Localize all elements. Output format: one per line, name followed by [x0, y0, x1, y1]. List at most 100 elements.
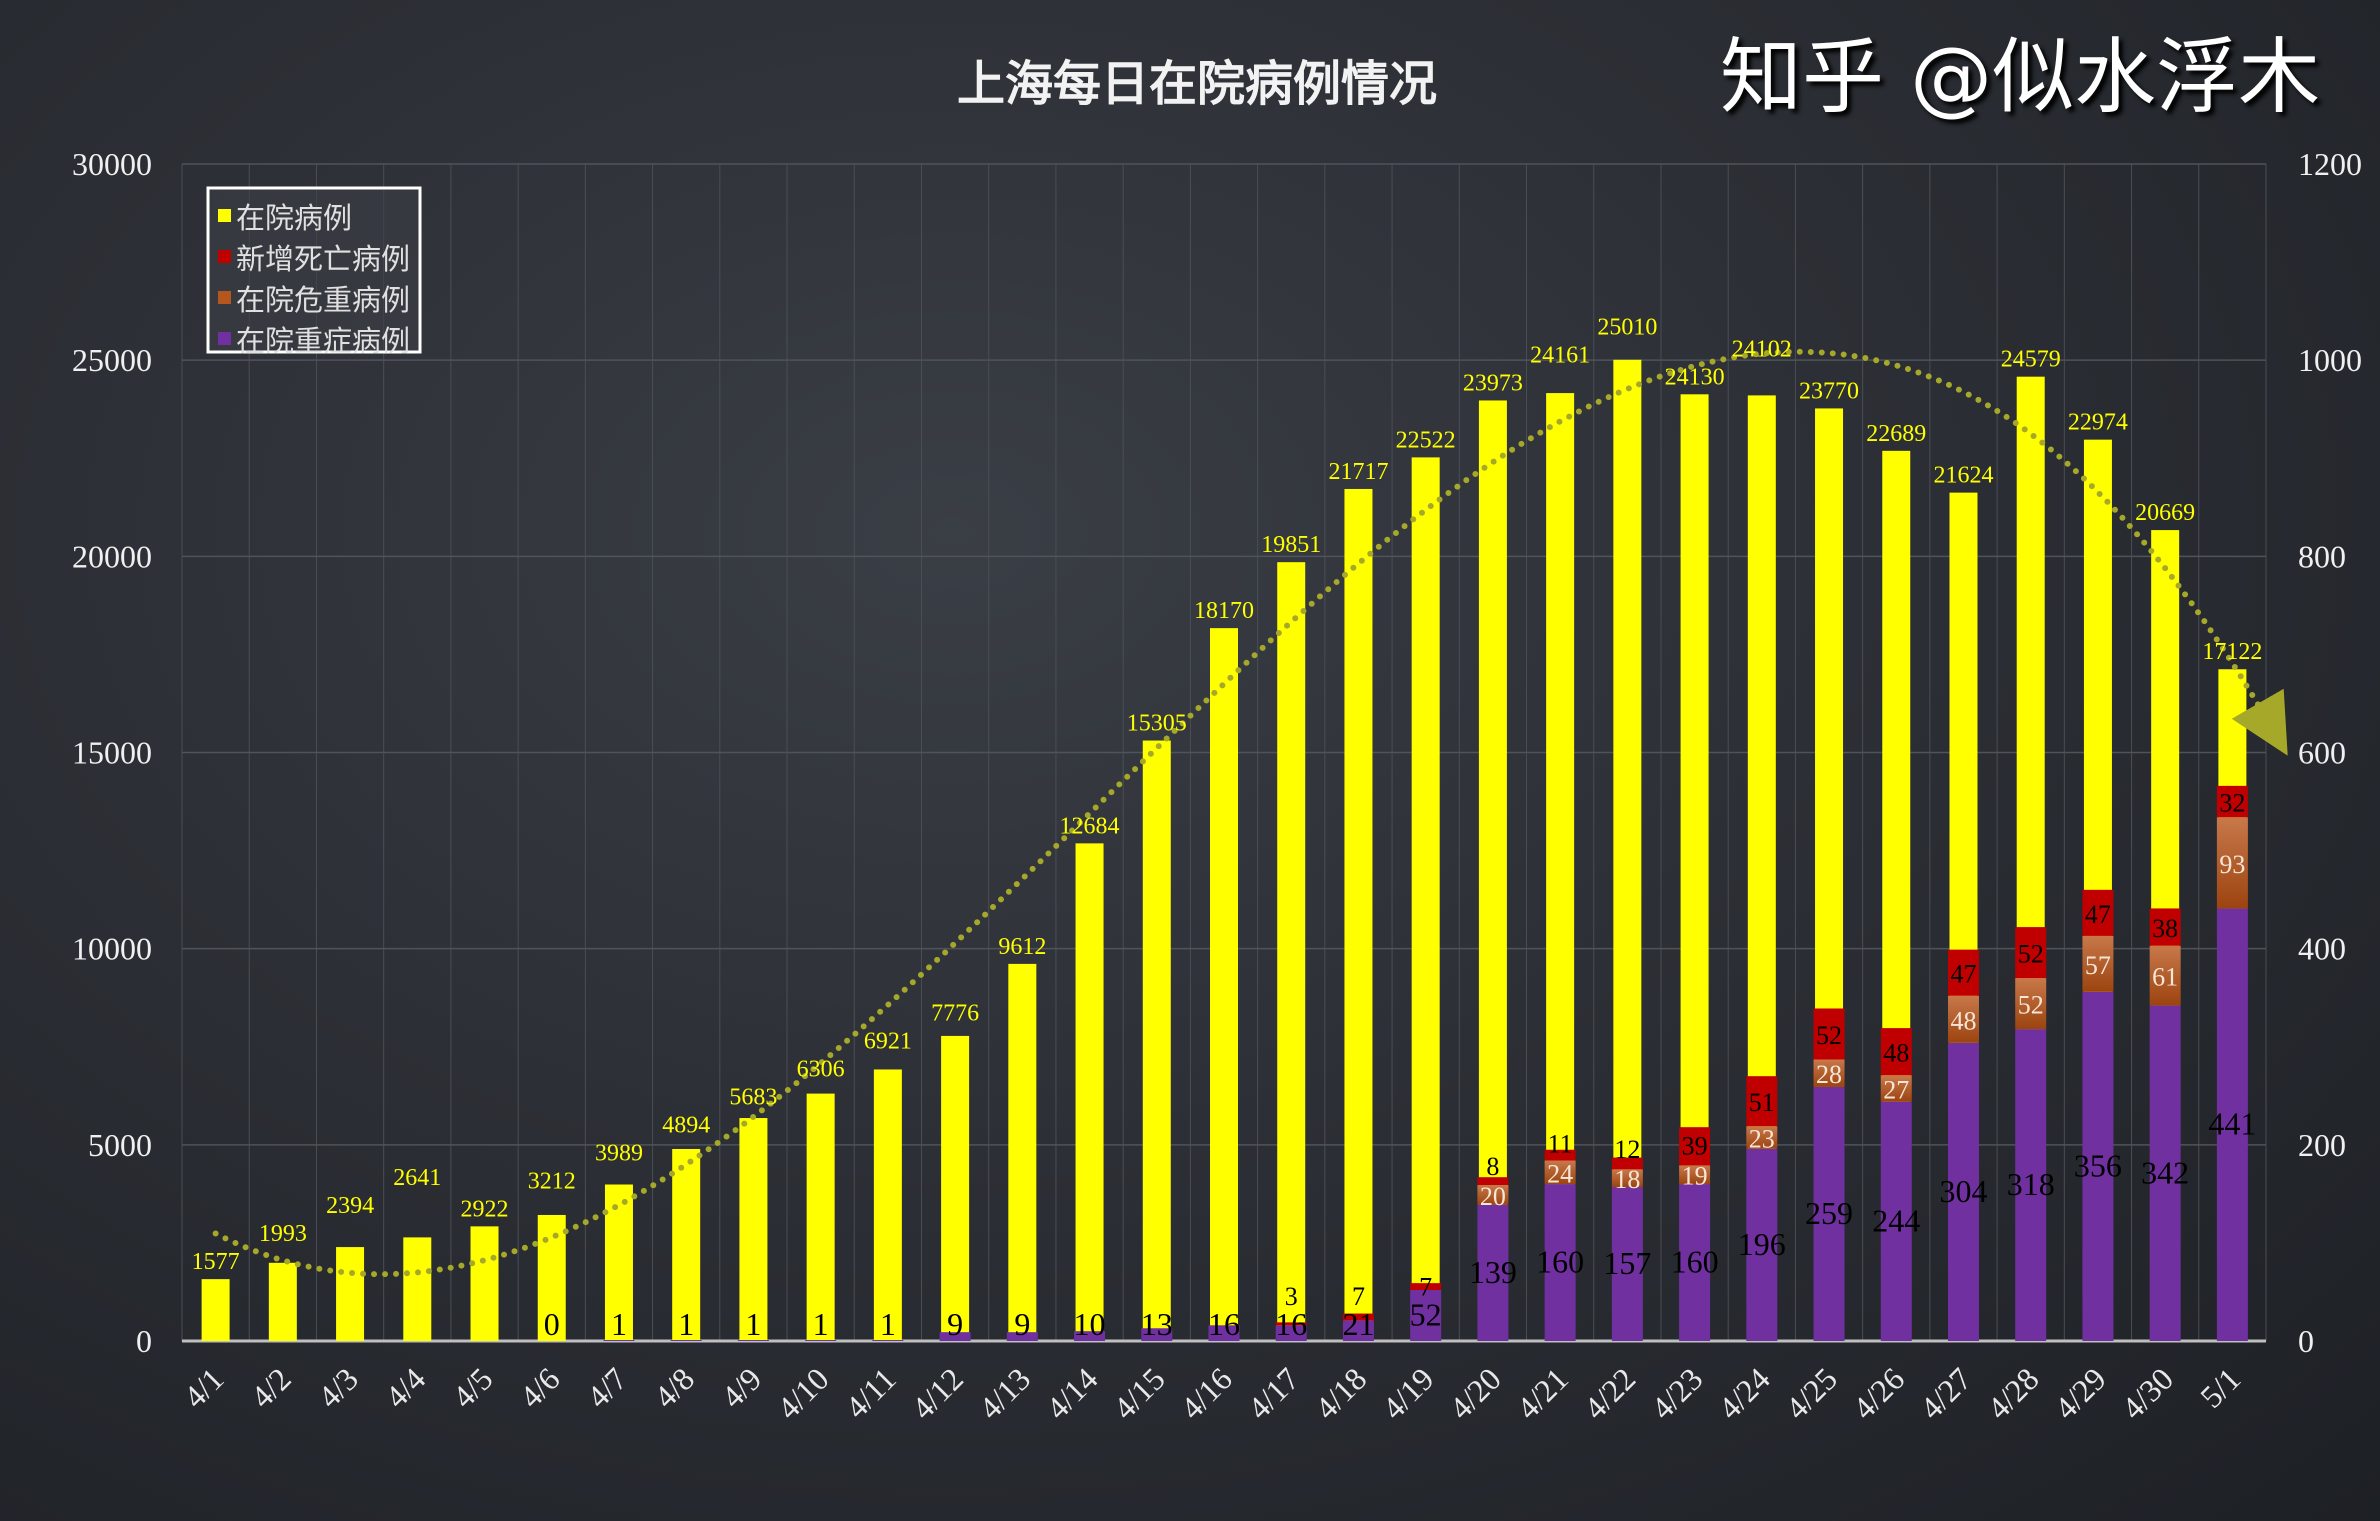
- label-inpatient: 25010: [1597, 314, 1657, 340]
- legend-swatch: [218, 209, 231, 222]
- bar-death: [1477, 1177, 1509, 1186]
- label-inpatient: 6921: [864, 1028, 912, 1054]
- bar-severe: [2015, 1029, 2047, 1341]
- label-severe: 139: [1469, 1254, 1517, 1290]
- label-severe: 21: [1342, 1306, 1374, 1342]
- label-inpatient: 1993: [259, 1221, 307, 1247]
- label-death: 32: [2219, 789, 2245, 818]
- bar-critical: [1477, 1185, 1509, 1205]
- label-critical: 28: [1816, 1060, 1842, 1089]
- label-severe: 1: [813, 1306, 829, 1342]
- label-critical: 18: [1614, 1165, 1640, 1194]
- bar-critical: [2015, 978, 2047, 1030]
- bar-severe: [603, 1340, 635, 1341]
- x-tick-label: 4/20: [1442, 1360, 1508, 1426]
- bar-severe: [1410, 1289, 1442, 1341]
- y-right-tick-label: 400: [2298, 931, 2346, 967]
- label-inpatient: 23973: [1463, 370, 1523, 396]
- y-right-tick-label: 0: [2298, 1323, 2314, 1359]
- bar-severe: [1477, 1204, 1509, 1341]
- x-tick-label: 4/9: [714, 1360, 768, 1414]
- x-tick-label: 4/4: [378, 1360, 432, 1414]
- label-severe: 259: [1805, 1195, 1853, 1231]
- legend-box: [206, 186, 422, 354]
- bar-critical: [2216, 817, 2248, 909]
- x-tick-label: 4/26: [1846, 1360, 1912, 1426]
- label-inpatient: 17122: [2202, 639, 2262, 665]
- label-death: 38: [2152, 914, 2178, 943]
- x-tick-label: 4/22: [1577, 1360, 1643, 1426]
- bar-critical: [2082, 935, 2114, 992]
- bar-death: [1410, 1283, 1442, 1290]
- bar-critical: [1880, 1075, 1912, 1102]
- bar-death: [2216, 785, 2248, 818]
- label-inpatient: 24579: [2001, 347, 2061, 373]
- x-tick-label: 4/8: [647, 1360, 701, 1414]
- bar-severe: [1275, 1325, 1307, 1341]
- bar-severe: [737, 1340, 769, 1341]
- bar-inpatient: [604, 1184, 633, 1341]
- label-inpatient: 4894: [662, 1112, 710, 1138]
- label-death: 12: [1614, 1135, 1640, 1164]
- bar-severe: [1611, 1187, 1643, 1341]
- legend-item: 新增死亡病例: [236, 243, 410, 276]
- label-critical: 19: [1682, 1162, 1708, 1191]
- label-inpatient: 23770: [1799, 378, 1859, 404]
- bar-inpatient: [1344, 488, 1373, 1341]
- y-left-tick-label: 25000: [72, 342, 152, 378]
- bar-critical: [1746, 1126, 1778, 1149]
- bar-death: [1275, 1322, 1307, 1326]
- label-severe: 1: [611, 1306, 627, 1342]
- bar-death: [2015, 927, 2047, 979]
- bar-severe: [1880, 1101, 1912, 1341]
- bar-critical: [1544, 1160, 1576, 1185]
- label-critical: 20: [1480, 1182, 1506, 1211]
- label-severe: 196: [1738, 1226, 1786, 1262]
- label-death: 39: [1682, 1132, 1708, 1161]
- x-tick-label: 4/30: [2114, 1360, 2180, 1426]
- y-right-tick-label: 1200: [2298, 146, 2362, 182]
- y-left-tick-label: 5000: [88, 1127, 152, 1163]
- bar-death: [1611, 1157, 1643, 1170]
- label-inpatient: 24130: [1665, 364, 1725, 390]
- bar-inpatient: [470, 1226, 499, 1341]
- y-right-tick-label: 200: [2298, 1127, 2346, 1163]
- bar-severe: [1006, 1332, 1038, 1341]
- label-inpatient: 5683: [729, 1084, 777, 1110]
- legend-item: 在院危重病例: [236, 284, 410, 317]
- bar-inpatient: [672, 1148, 701, 1341]
- bar-inpatient: [201, 1279, 230, 1341]
- label-critical: 52: [2018, 991, 2044, 1020]
- label-severe: 16: [1275, 1306, 1307, 1342]
- bar-severe: [1679, 1184, 1711, 1341]
- label-inpatient: 20669: [2135, 500, 2195, 526]
- watermark: 知乎 @似水浮木: [1720, 30, 2321, 125]
- bar-severe: [1141, 1328, 1173, 1341]
- label-severe: 318: [2007, 1166, 2055, 1202]
- bar-critical: [1611, 1169, 1643, 1188]
- chart-title: 上海每日在院病例情况: [957, 56, 1437, 112]
- bar-severe: [2149, 1005, 2181, 1341]
- label-death: 52: [1816, 1021, 1842, 1050]
- label-severe: 244: [1872, 1202, 1920, 1238]
- label-death: 7: [1419, 1272, 1432, 1301]
- label-severe: 1: [678, 1306, 694, 1342]
- label-severe: 10: [1074, 1306, 1106, 1342]
- label-critical: 61: [2152, 963, 2178, 992]
- label-death: 47: [1950, 960, 1976, 989]
- label-inpatient: 21717: [1328, 459, 1388, 485]
- label-critical: 57: [2085, 951, 2111, 980]
- trendline: [212, 348, 2288, 1278]
- x-tick-label: 4/11: [838, 1360, 903, 1425]
- label-severe: 441: [2208, 1106, 2256, 1142]
- bar-critical: [1679, 1165, 1711, 1185]
- bar-inpatient: [403, 1237, 432, 1341]
- bar-severe: [1342, 1320, 1374, 1341]
- bar-severe: [1947, 1042, 1979, 1341]
- y-right-tick-label: 800: [2298, 538, 2346, 574]
- bar-inpatient: [1142, 740, 1171, 1341]
- label-inpatient: 19851: [1261, 532, 1321, 558]
- label-severe: 160: [1671, 1244, 1719, 1280]
- bar-severe: [1208, 1325, 1240, 1341]
